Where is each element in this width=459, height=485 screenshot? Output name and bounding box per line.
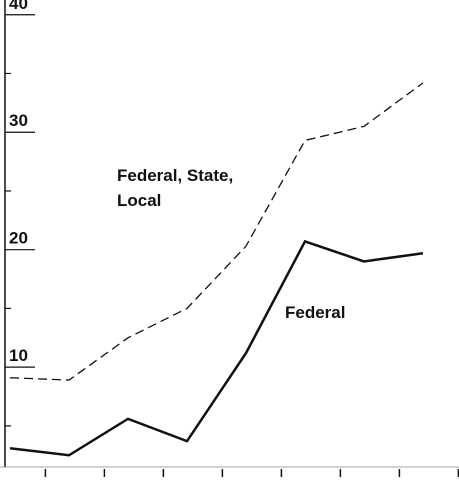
series-label: Federal	[285, 303, 345, 322]
y-tick-label: 20	[9, 229, 28, 248]
y-tick-label: 40	[9, 0, 28, 13]
y-tick-label: 30	[9, 111, 28, 130]
line-series	[9, 82, 424, 381]
line-series	[9, 239, 424, 457]
series-label: Local	[117, 191, 161, 210]
y-tick-label: 10	[9, 346, 28, 365]
series-label: Federal, State,	[117, 166, 233, 185]
